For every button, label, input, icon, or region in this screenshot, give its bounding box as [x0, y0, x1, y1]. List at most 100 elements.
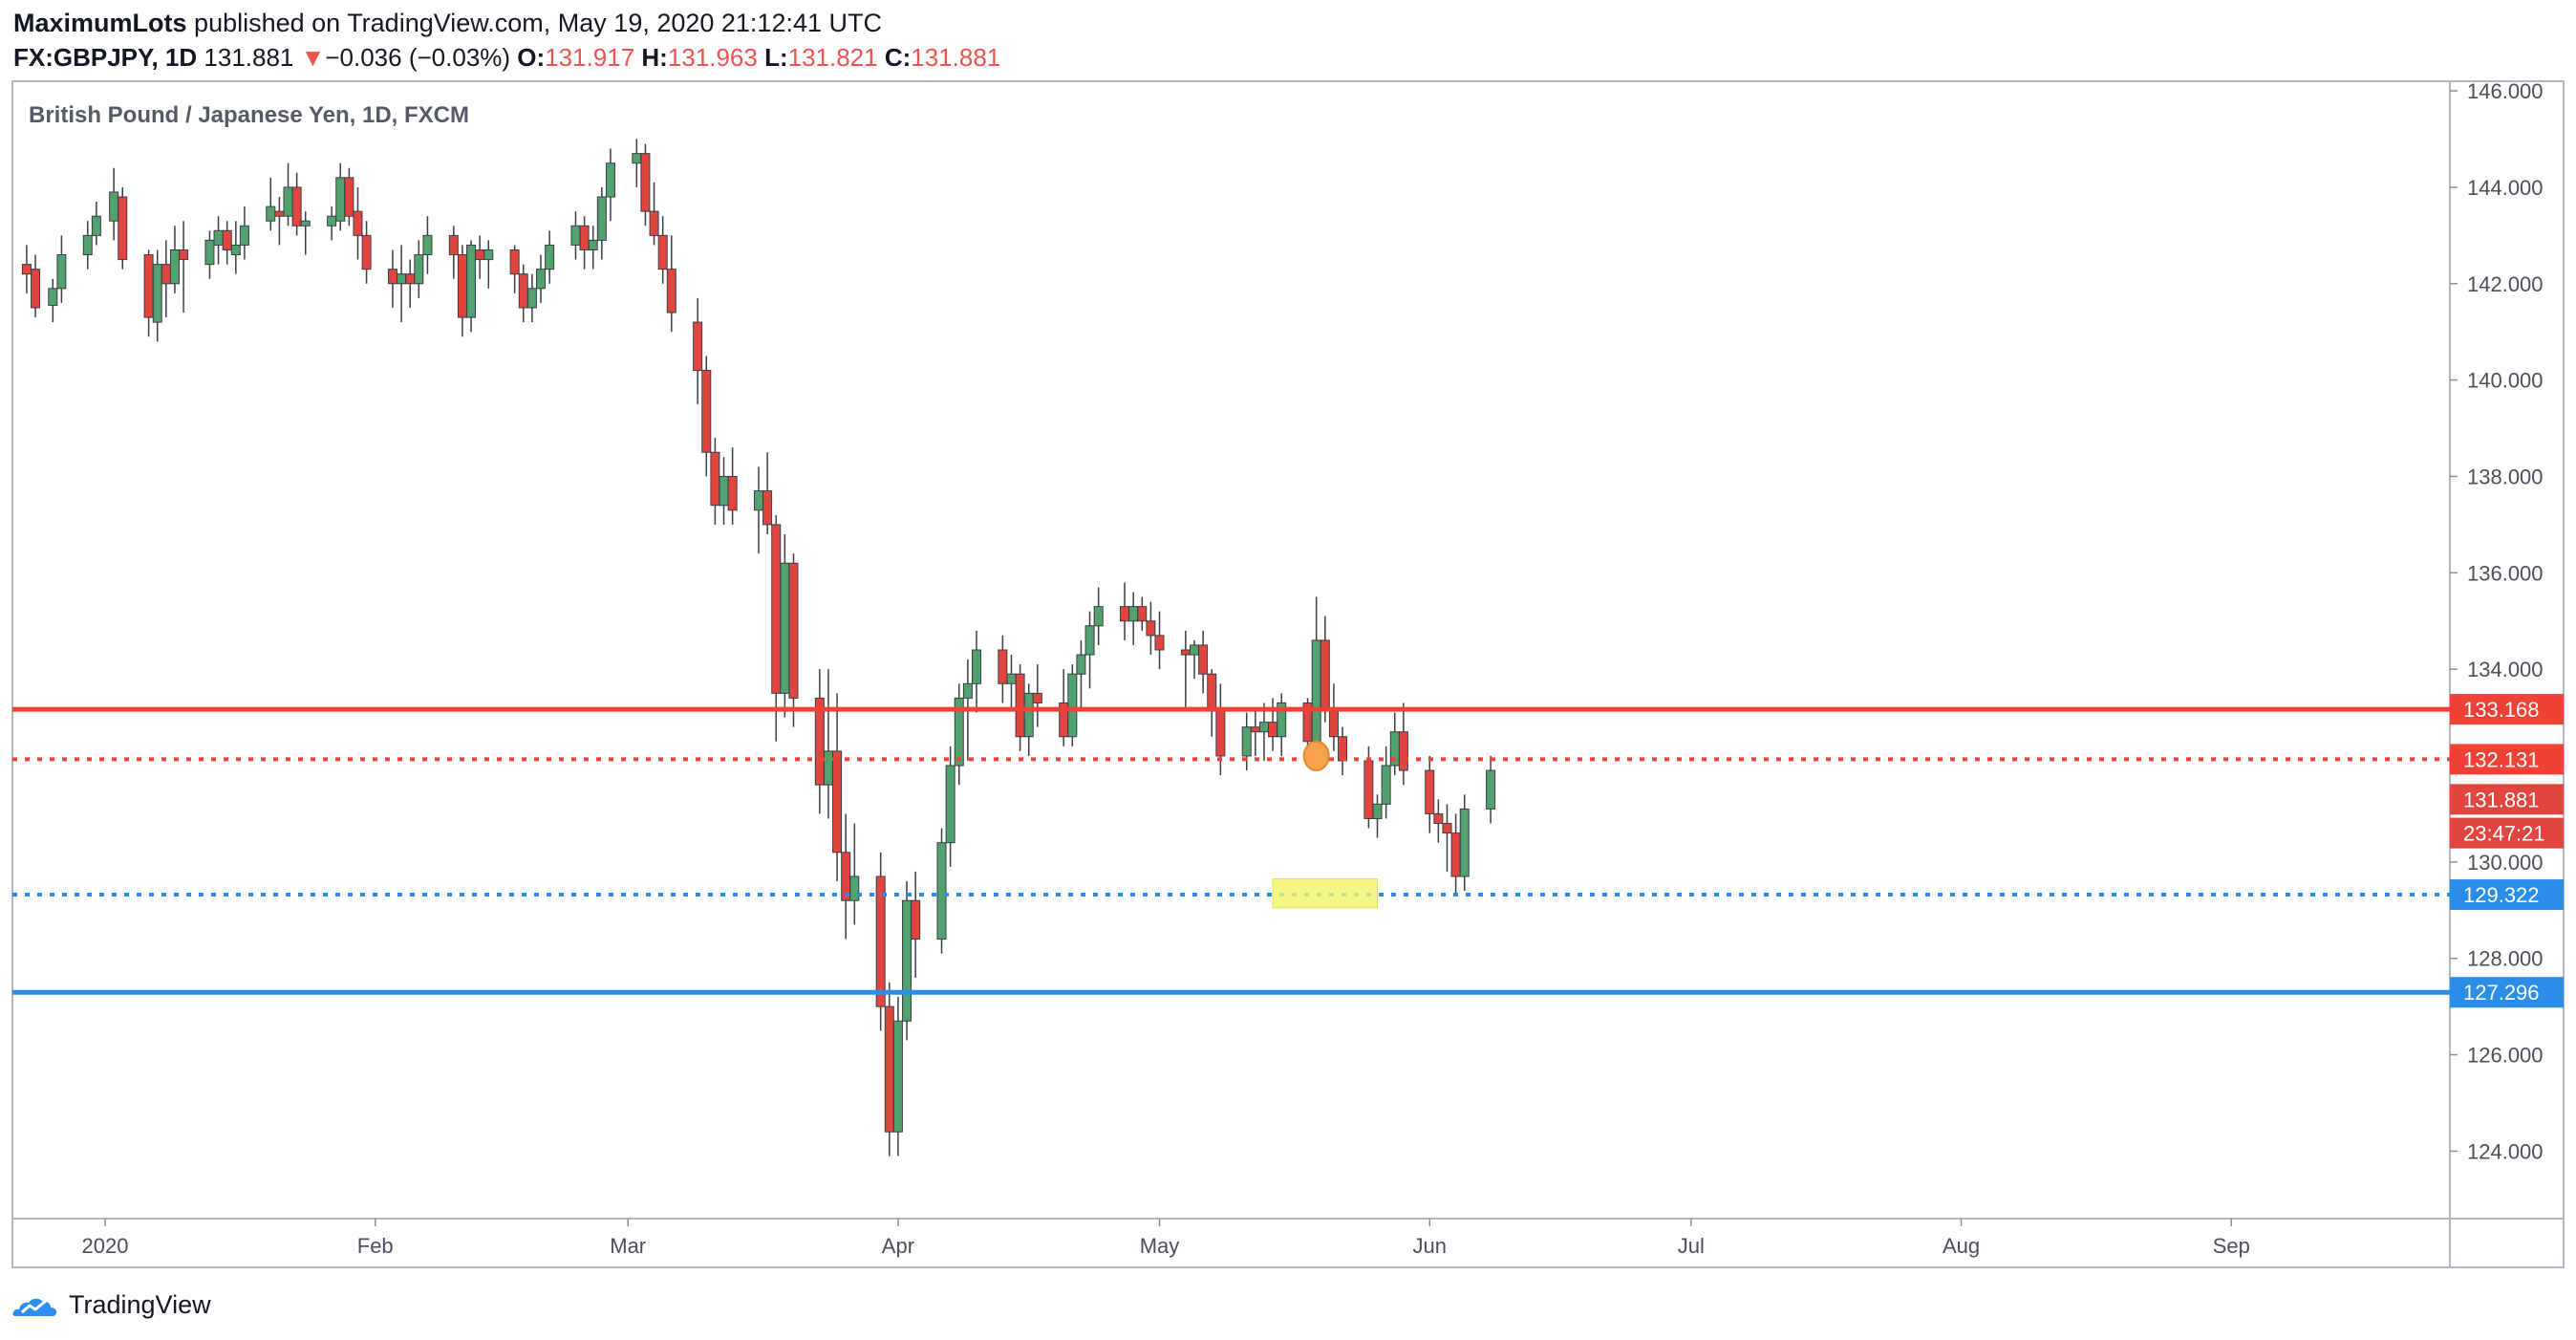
candle-body — [1137, 606, 1148, 622]
candle — [143, 249, 154, 337]
candle-body — [109, 191, 119, 222]
candle — [397, 245, 407, 323]
price-tick-label: 130.000 — [2467, 851, 2544, 875]
candle-body — [823, 750, 833, 786]
candle-body — [814, 697, 825, 786]
candle-body — [169, 249, 180, 285]
candle — [353, 186, 363, 260]
candle-body — [1459, 808, 1470, 877]
candle — [605, 148, 615, 222]
level-price-tag — [2450, 977, 2564, 1008]
candle — [1442, 804, 1452, 872]
candle — [1268, 698, 1278, 751]
tradingview-footer[interactable]: TradingView — [11, 1286, 211, 1324]
candle-body — [1215, 707, 1226, 757]
candle — [405, 259, 416, 308]
candle — [632, 139, 642, 187]
candle-body — [701, 370, 712, 453]
candle-body — [972, 649, 981, 684]
candle — [884, 982, 894, 1156]
candle — [222, 221, 232, 265]
candle-body — [911, 899, 921, 940]
price-axis[interactable]: 146.000 144.000 142.000 140.000 138.000 136.0… — [2450, 79, 2564, 1163]
candle — [596, 186, 607, 260]
candle-body — [361, 234, 372, 270]
candle — [1381, 746, 1391, 819]
highlight-zone — [1272, 878, 1379, 909]
candle-body — [1067, 673, 1078, 738]
candle — [1084, 611, 1095, 689]
candle-body — [570, 225, 581, 246]
candle — [945, 746, 955, 867]
price-tick-label: 142.000 — [2467, 272, 2544, 296]
candle-body — [91, 215, 101, 236]
symbol-label[interactable]: FX:GBPJPY, 1D — [13, 43, 198, 72]
candle — [1250, 707, 1260, 756]
candle-body — [771, 524, 782, 694]
candle-body — [239, 225, 249, 246]
candle — [727, 447, 738, 525]
candle-body — [414, 254, 424, 285]
candle — [762, 452, 773, 534]
candle — [1128, 592, 1139, 645]
candle — [152, 249, 162, 342]
candle — [1389, 712, 1400, 776]
chart-frame — [11, 80, 2565, 1268]
last-price: 131.881 — [204, 43, 294, 72]
level-price-tag — [2450, 694, 2564, 725]
price-tick-label: 146.000 — [2467, 79, 2544, 103]
candle-body — [1120, 606, 1130, 622]
candle-body — [1198, 644, 1209, 675]
candle — [1398, 702, 1408, 786]
candle — [649, 182, 659, 246]
candle-body — [457, 254, 467, 318]
candle — [327, 206, 337, 241]
candle — [1328, 683, 1339, 751]
candle — [56, 235, 67, 303]
candle-body — [353, 210, 363, 236]
candle — [1241, 712, 1252, 771]
candle-body — [161, 264, 171, 285]
candle — [335, 162, 346, 231]
candle-body — [475, 249, 485, 261]
candle — [814, 669, 825, 814]
candle-body — [536, 269, 546, 290]
price-tag — [2450, 817, 2564, 849]
candle-body — [892, 1020, 903, 1133]
candle — [21, 245, 32, 293]
candle-body — [1076, 654, 1086, 675]
candle — [1338, 726, 1348, 776]
author-name[interactable]: MaximumLots — [13, 9, 187, 37]
candle-body — [936, 842, 947, 940]
candle — [666, 235, 676, 333]
candle-body — [1084, 625, 1095, 656]
price-tick-label: 144.000 — [2467, 176, 2544, 200]
candle — [1311, 596, 1321, 751]
candle-body — [1372, 803, 1383, 819]
candle-body — [545, 244, 555, 270]
candle — [1120, 582, 1130, 640]
candle-body — [1023, 692, 1034, 738]
candle-body — [526, 288, 537, 309]
candle-body — [954, 697, 964, 767]
candle-body — [875, 875, 886, 1007]
candle — [1425, 755, 1435, 833]
candle-body — [710, 451, 720, 507]
candle-body — [754, 490, 763, 511]
tradingview-logo-icon — [12, 1298, 57, 1316]
time-tick-label: Sep — [2213, 1234, 2250, 1258]
candle — [545, 230, 555, 284]
candle-body — [152, 264, 162, 323]
candle-body — [1381, 765, 1391, 805]
level-price-label: 127.296 — [2463, 981, 2540, 1005]
candle-body — [518, 273, 528, 309]
candle-body — [632, 153, 642, 164]
time-axis[interactable]: 2020 Feb Mar Apr May Jun Jul Aug Sep — [82, 1219, 2250, 1258]
candle-body — [204, 239, 215, 266]
candle-body — [832, 750, 843, 854]
candle-body — [1207, 673, 1217, 709]
level-price-tag — [2450, 744, 2564, 775]
price-tick-label: 140.000 — [2467, 369, 2544, 393]
candle-body — [118, 196, 128, 261]
